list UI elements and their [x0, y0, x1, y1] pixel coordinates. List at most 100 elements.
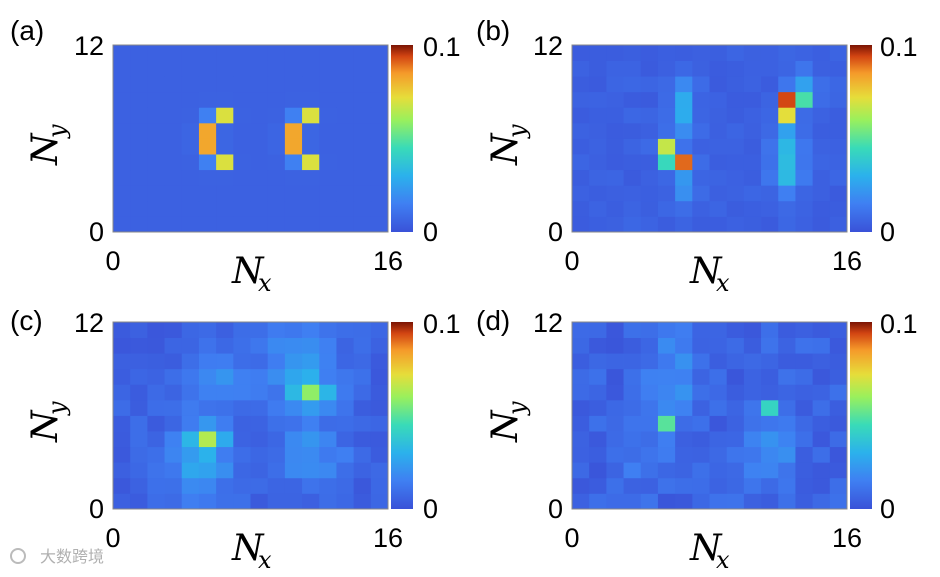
heatmap-cell: [181, 60, 200, 77]
heatmap-cell: [657, 216, 676, 233]
heatmap-cell: [130, 60, 148, 77]
heatmap-cell: [181, 91, 200, 108]
heatmap-cell: [743, 91, 762, 108]
heatmap-cell: [302, 154, 320, 171]
heatmap-cell: [623, 353, 642, 370]
heatmap-cell: [795, 169, 814, 186]
heatmap-cell: [692, 216, 710, 233]
heatmap-cell: [181, 169, 200, 186]
heatmap-cell: [640, 60, 659, 77]
heatmap-cell: [572, 185, 590, 202]
heatmap-cell: [113, 477, 131, 494]
heatmap-cell: [692, 322, 710, 338]
heatmap-cell: [743, 337, 762, 354]
heatmap-cell: [761, 462, 779, 479]
heatmap-cell: [778, 477, 796, 494]
heatmap-cell: [692, 384, 710, 401]
heatmap-cell: [692, 91, 710, 108]
heatmap-cell: [267, 200, 286, 217]
heatmap-cell: [657, 477, 676, 494]
heatmap-cell: [795, 154, 814, 171]
heatmap-cell: [130, 477, 148, 494]
heatmap-cell: [606, 431, 624, 448]
x-axis-label-main: N: [231, 251, 265, 292]
heatmap-cell: [216, 138, 234, 155]
heatmap-cell: [589, 431, 607, 448]
heatmap-cell: [675, 154, 693, 171]
heatmap-cell: [250, 185, 269, 202]
x-axis-label-main: N: [231, 528, 265, 569]
heatmap-cell: [198, 353, 217, 370]
heatmap-cell: [370, 337, 389, 354]
heatmap-cell: [657, 337, 676, 354]
plot-frame: [571, 321, 848, 510]
heatmap-cell: [709, 446, 728, 463]
heatmap-cell: [336, 431, 355, 448]
heatmap-cell: [829, 185, 848, 202]
heatmap-cell: [829, 384, 848, 401]
heatmap-cell: [829, 216, 848, 233]
panel-a: (a) 12 0 0 16 N x N y 0.1 0: [10, 15, 461, 297]
heatmap-cell: [829, 446, 848, 463]
heatmap-cell: [284, 493, 303, 510]
heatmap-cell: [589, 60, 607, 77]
heatmap-cell: [589, 138, 607, 155]
heatmap-cell: [370, 122, 389, 139]
heatmap-cell: [164, 138, 183, 155]
heatmap-cell: [778, 185, 796, 202]
heatmap-cell: [812, 384, 831, 401]
heatmap-cell: [761, 368, 779, 385]
heatmap-cell: [267, 462, 286, 479]
heatmap-cell: [370, 91, 389, 108]
heatmap-cell: [726, 107, 745, 124]
heatmap-cell: [267, 493, 286, 510]
heatmap-cell: [572, 45, 590, 61]
heatmap-cell: [572, 415, 590, 432]
heatmap-cell: [319, 415, 337, 432]
y-tick-bottom: 0: [89, 217, 104, 247]
heatmap-cell: [709, 337, 728, 354]
heatmap-cell: [267, 337, 286, 354]
heatmap-cell: [147, 91, 165, 108]
colorbar: [391, 322, 413, 509]
heatmap-cell: [370, 477, 389, 494]
heatmap-cell: [250, 76, 269, 93]
heatmap-cell: [675, 322, 693, 338]
heatmap-cell: [302, 399, 320, 416]
heatmap-cell: [743, 60, 762, 77]
heatmap-cell: [829, 45, 848, 61]
heatmap-cell: [761, 384, 779, 401]
heatmap-cell: [284, 462, 303, 479]
heatmap-cell: [692, 431, 710, 448]
heatmap-cell: [761, 138, 779, 155]
heatmap-cell: [113, 322, 131, 338]
heatmap-cell: [267, 76, 286, 93]
heatmap-cell: [147, 107, 165, 124]
heatmap-cell: [606, 154, 624, 171]
heatmap-cell: [709, 45, 728, 61]
heatmap-cell: [198, 399, 217, 416]
heatmap-cell: [589, 446, 607, 463]
heatmap-cell: [233, 322, 251, 338]
x-axis-label: N x: [231, 528, 272, 574]
heatmap-cell: [216, 368, 234, 385]
y-tick-bottom: 0: [89, 494, 104, 524]
heatmap-cell: [692, 169, 710, 186]
heatmap-cell: [233, 477, 251, 494]
heatmap-cell: [370, 399, 389, 416]
heatmap-cell: [147, 185, 165, 202]
heatmap-cell: [675, 216, 693, 233]
heatmap-cell: [336, 45, 355, 61]
heatmap-cell: [829, 399, 848, 416]
heatmap-cell: [572, 76, 590, 93]
heatmap-cell: [113, 200, 131, 217]
heatmap-cell: [589, 91, 607, 108]
heatmap-cell: [319, 477, 337, 494]
heatmap-cell: [233, 122, 251, 139]
heatmap-cell: [743, 368, 762, 385]
heatmap-cell: [267, 185, 286, 202]
heatmap-cell: [302, 353, 320, 370]
heatmap-cell: [709, 415, 728, 432]
heatmap-cell: [147, 322, 165, 338]
